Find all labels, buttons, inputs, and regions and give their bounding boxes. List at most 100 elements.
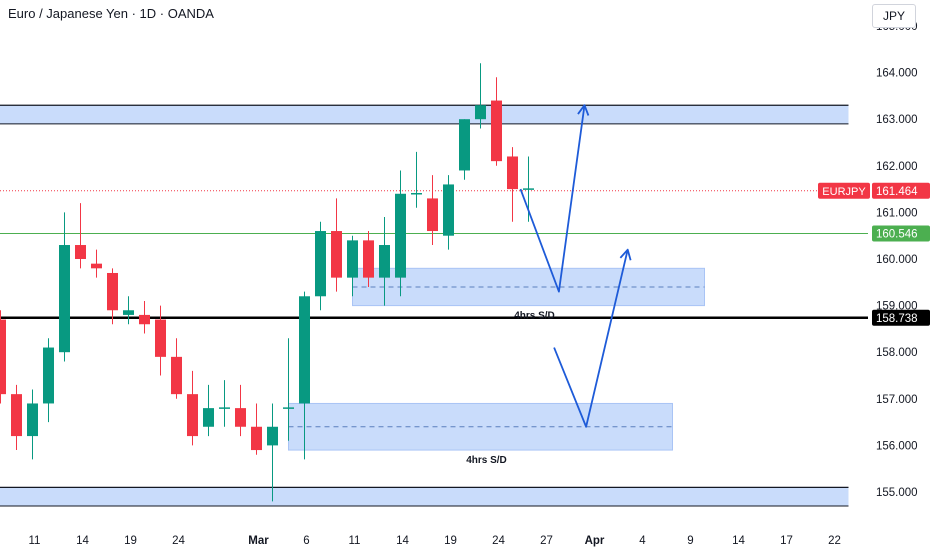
chart-title: Euro / Japanese Yen · 1D · OANDA bbox=[8, 6, 214, 21]
zone-label: 4hrs S/D bbox=[466, 455, 507, 466]
candle bbox=[283, 338, 294, 441]
candle bbox=[507, 147, 518, 222]
candle bbox=[187, 370, 198, 446]
candle bbox=[139, 300, 150, 334]
price-tag bbox=[872, 309, 930, 326]
candle-body bbox=[139, 314, 150, 325]
candle-body bbox=[187, 394, 198, 437]
price-tick-label: 160.000 bbox=[876, 254, 918, 266]
price-tick-label: 159.000 bbox=[876, 301, 918, 313]
candle bbox=[267, 403, 278, 502]
candle bbox=[347, 235, 358, 297]
candle-body bbox=[123, 310, 134, 315]
sd-zone bbox=[0, 105, 849, 124]
candle bbox=[27, 389, 38, 460]
candle bbox=[411, 151, 422, 208]
currency-button[interactable]: JPY bbox=[872, 4, 916, 28]
price-tag-label: 158.738 bbox=[876, 313, 918, 325]
candle bbox=[11, 384, 22, 451]
candle bbox=[203, 384, 214, 437]
candle-body bbox=[59, 245, 70, 353]
time-tick-label: 27 bbox=[540, 535, 553, 547]
globe-icon bbox=[499, 511, 514, 526]
price-tick-label: 157.000 bbox=[876, 394, 918, 406]
candle-body bbox=[347, 240, 358, 278]
time-tick-label: Mar bbox=[248, 535, 269, 547]
candle bbox=[91, 249, 102, 278]
time-tick-label: 24 bbox=[172, 535, 185, 547]
candle-body bbox=[475, 105, 486, 120]
candle bbox=[491, 77, 502, 166]
time-tick-label: 11 bbox=[29, 535, 41, 547]
candle bbox=[171, 338, 182, 399]
candle-body bbox=[523, 188, 534, 190]
price-tick-label: 155.000 bbox=[876, 487, 918, 499]
candle-body bbox=[315, 231, 326, 297]
time-tick-label: 6 bbox=[303, 535, 309, 547]
arrow-head bbox=[619, 248, 632, 261]
price-tick-label: 158.000 bbox=[876, 347, 918, 359]
candle-body bbox=[491, 100, 502, 162]
candle-body bbox=[507, 156, 518, 190]
time-tick-label: 14 bbox=[396, 535, 409, 547]
price-tag-label: 161.464 bbox=[876, 186, 918, 198]
candle-body bbox=[379, 245, 390, 278]
candle bbox=[235, 384, 246, 437]
candle-body bbox=[27, 403, 38, 437]
candle bbox=[363, 231, 374, 287]
candle bbox=[427, 175, 438, 246]
price-tag-label: 160.546 bbox=[876, 229, 918, 241]
time-tick-label: 19 bbox=[124, 535, 137, 547]
price-tick-label: 162.000 bbox=[876, 161, 918, 173]
zone-label: 4hrs S/D bbox=[514, 311, 555, 322]
arrow-head bbox=[577, 104, 590, 116]
candle bbox=[379, 217, 390, 306]
candle-body bbox=[251, 426, 262, 451]
candle-body bbox=[411, 193, 422, 195]
globe-icon bbox=[515, 511, 530, 526]
time-tick-label: 4 bbox=[639, 535, 646, 547]
candle-body bbox=[155, 319, 166, 357]
time-tick-label: 19 bbox=[444, 535, 457, 547]
time-tick-label: 11 bbox=[349, 535, 361, 547]
time-tick-label: 14 bbox=[76, 535, 89, 547]
candle-body bbox=[219, 407, 230, 409]
candle bbox=[219, 380, 230, 427]
candle-body bbox=[171, 356, 182, 395]
candle-body bbox=[235, 408, 246, 427]
candle bbox=[475, 63, 486, 129]
candle-body bbox=[203, 408, 214, 427]
candle bbox=[59, 212, 70, 362]
candle-body bbox=[11, 394, 22, 437]
price-tick-label: 156.000 bbox=[876, 440, 918, 452]
price-axis: 155.000 156.000 157.000 158.000 159.000 160.0… bbox=[870, 0, 932, 550]
candle bbox=[43, 338, 54, 423]
symbol-tag bbox=[818, 182, 870, 199]
symbol-tag-label: EURJPY bbox=[822, 186, 866, 198]
candle bbox=[443, 175, 454, 250]
candle bbox=[331, 198, 342, 292]
candle bbox=[107, 268, 118, 325]
candle bbox=[155, 305, 166, 376]
candle-body bbox=[43, 347, 54, 404]
candle bbox=[251, 403, 262, 455]
sd-zone bbox=[0, 487, 849, 506]
time-tick-label: 14 bbox=[732, 535, 745, 547]
time-tick-label: 22 bbox=[828, 535, 841, 547]
candle-body bbox=[283, 407, 294, 409]
candle-body bbox=[107, 272, 118, 311]
candle bbox=[299, 291, 310, 460]
candle bbox=[0, 310, 6, 404]
candle-body bbox=[427, 198, 438, 232]
candle-body bbox=[299, 296, 310, 404]
projection-arrow bbox=[553, 249, 629, 428]
time-tick-label: Apr bbox=[585, 535, 605, 547]
price-tag bbox=[872, 182, 930, 199]
bolt-icon bbox=[486, 511, 501, 526]
plot-area: 4hrs S/D 4hrs S/D bbox=[0, 63, 868, 526]
candle-body bbox=[459, 119, 470, 171]
time-tick-label: 24 bbox=[492, 535, 505, 547]
time-tick-label: 9 bbox=[687, 535, 693, 547]
candle-body bbox=[267, 426, 278, 446]
